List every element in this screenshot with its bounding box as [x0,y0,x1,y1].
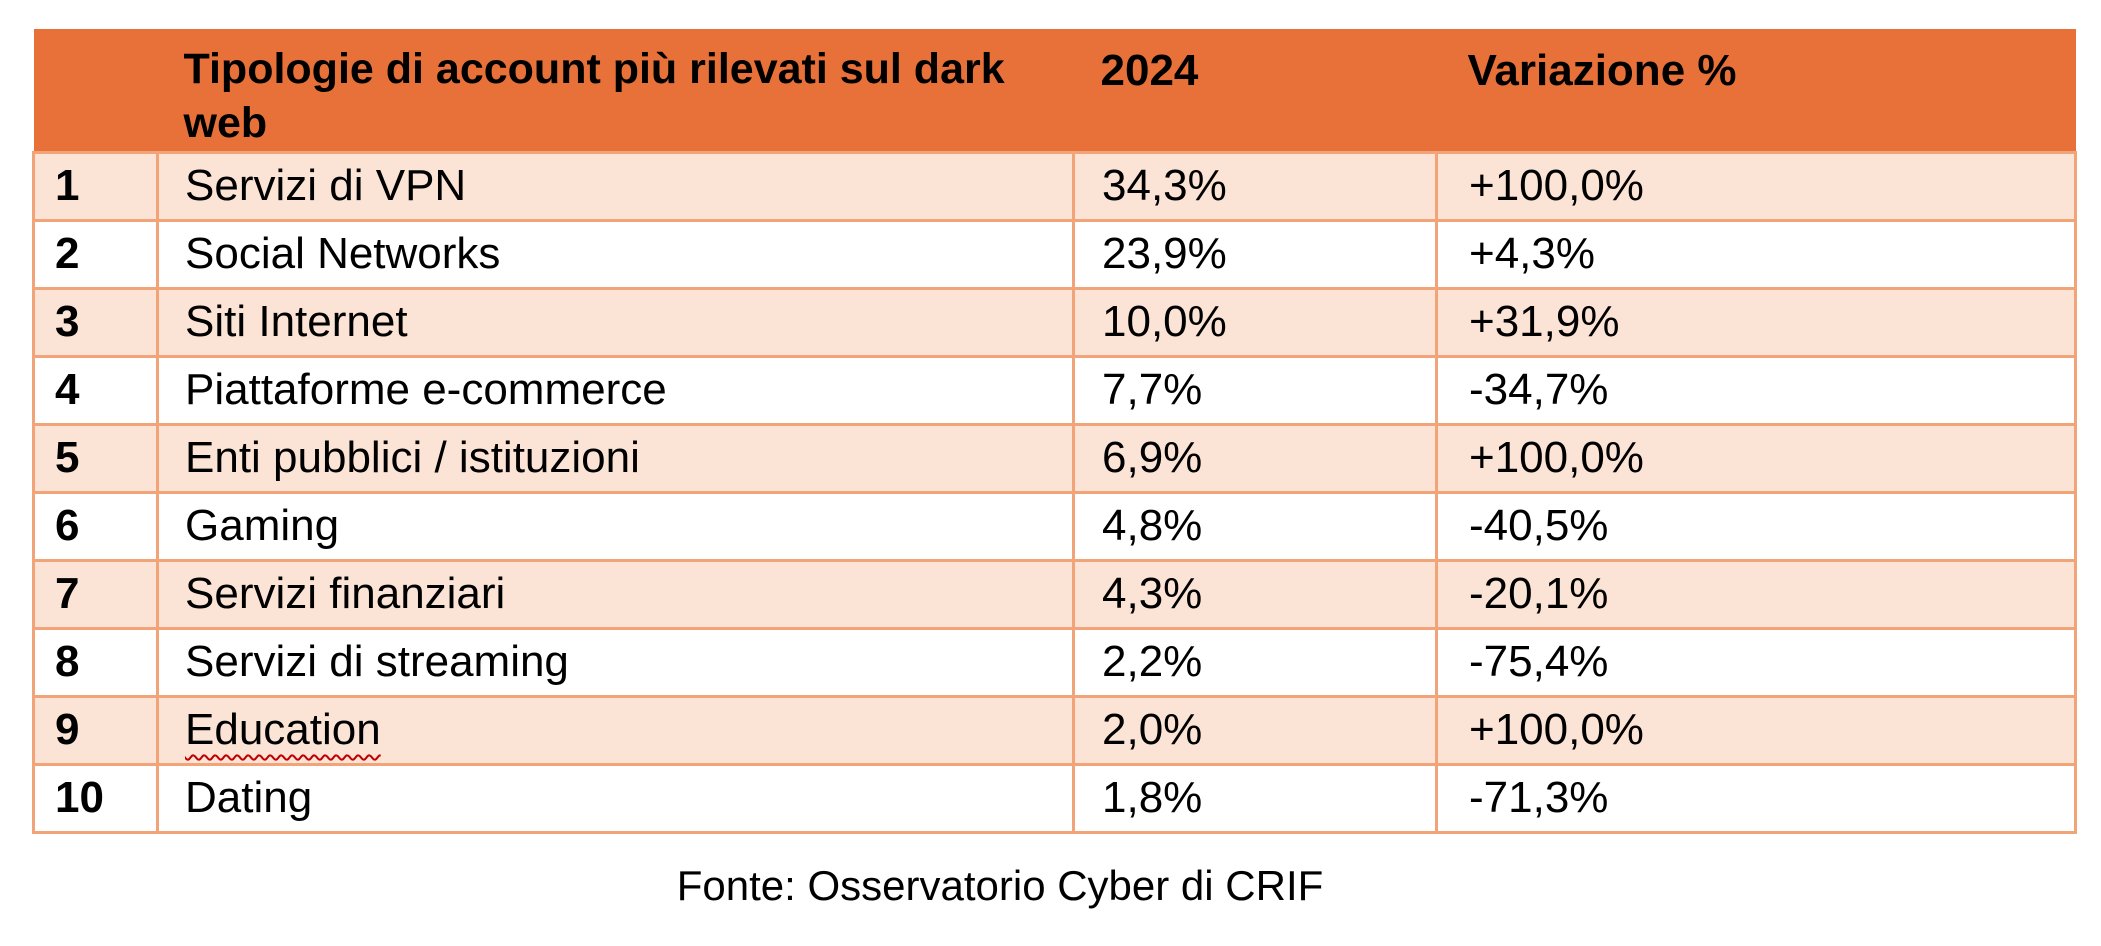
rank-cell: 9 [32,694,159,766]
variation-cell: -20,1% [1435,558,2077,630]
header-title-cell: Tipologie di account più rilevati sul da… [157,29,1074,154]
table-row: 10 Dating 1,8% -71,3% [32,762,2077,834]
year-value-cell: 6,9% [1072,422,1438,494]
table-header: Tipologie di account più rilevati sul da… [33,29,2076,154]
account-type-cell: Gaming [156,490,1075,562]
table-row: 8 Servizi di streaming 2,2% -75,4% [32,626,2077,698]
table-row: 7 Servizi finanziari 4,3% -20,1% [32,558,2077,630]
table-body: 1 Servizi di VPN 34,3% +100,0% 2 Social … [32,150,2077,834]
variation-cell: -75,4% [1435,626,2077,698]
rank-cell: 3 [32,286,159,358]
header-variation-cell: Variazione % [1436,29,2076,154]
rank-cell: 5 [32,422,159,494]
account-type-cell: Social Networks [156,218,1075,290]
variation-cell: +100,0% [1435,150,2077,222]
variation-cell: +100,0% [1435,422,2077,494]
variation-cell: +31,9% [1435,286,2077,358]
rank-cell: 6 [32,490,159,562]
variation-cell: +4,3% [1435,218,2077,290]
year-value-cell: 4,3% [1072,558,1438,630]
rank-cell: 8 [32,626,159,698]
table-row: 4 Piattaforme e-commerce 7,7% -34,7% [32,354,2077,426]
year-value-cell: 23,9% [1072,218,1438,290]
year-value-cell: 34,3% [1072,150,1438,222]
account-type-cell: Piattaforme e-commerce [156,354,1075,426]
header-year-cell: 2024 [1073,29,1437,154]
year-value-cell: 10,0% [1072,286,1438,358]
year-value-cell: 1,8% [1072,762,1438,834]
year-value-cell: 2,2% [1072,626,1438,698]
account-type-cell: Servizi finanziari [156,558,1075,630]
rank-cell: 7 [32,558,159,630]
account-type-cell: Servizi di VPN [156,150,1075,222]
year-value-cell: 2,0% [1072,694,1438,766]
variation-cell: -71,3% [1435,762,2077,834]
rank-cell: 2 [32,218,159,290]
account-type-cell: Enti pubblici / istituzioni [156,422,1075,494]
source-caption: Fonte: Osservatorio Cyber di CRIF [676,862,1324,909]
table-row: 1 Servizi di VPN 34,3% +100,0% [32,150,2077,222]
variation-cell: -40,5% [1435,490,2077,562]
table-row: 3 Siti Internet 10,0% +31,9% [32,286,2077,358]
header-rank-cell [33,29,158,154]
table-row: 9 Education 2,0% +100,0% [32,694,2077,766]
table-row: 6 Gaming 4,8% -40,5% [32,490,2077,562]
account-type-cell: Dating [156,762,1075,834]
account-type-cell-misspelled: Education [156,694,1075,766]
year-value-cell: 4,8% [1072,490,1438,562]
dark-web-accounts-table: Tipologie di account più rilevati sul da… [32,29,2077,834]
account-type-cell: Servizi di streaming [156,626,1075,698]
rank-cell: 4 [32,354,159,426]
table-row: 2 Social Networks 23,9% +4,3% [32,218,2077,290]
account-type-cell: Siti Internet [156,286,1075,358]
rank-cell: 1 [32,150,159,222]
variation-cell: -34,7% [1435,354,2077,426]
rank-cell: 10 [32,762,159,834]
variation-cell: +100,0% [1435,694,2077,766]
table-row: 5 Enti pubblici / istituzioni 6,9% +100,… [32,422,2077,494]
header-row: Tipologie di account più rilevati sul da… [33,29,2076,154]
year-value-cell: 7,7% [1072,354,1438,426]
